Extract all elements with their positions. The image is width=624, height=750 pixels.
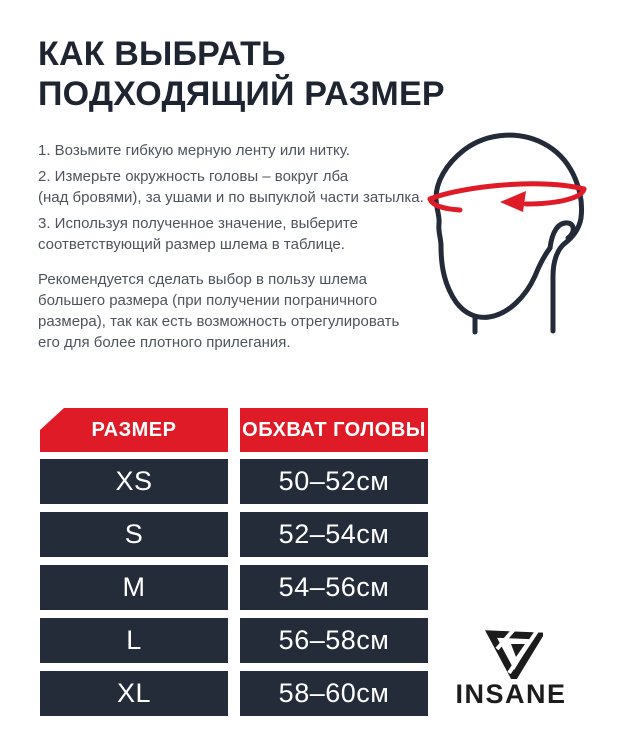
size-table-header: РАЗМЕР ОБХВАТ ГОЛОВЫ <box>40 408 428 452</box>
head-outline <box>433 132 585 335</box>
cell-size: L <box>40 618 228 663</box>
instruction-step-1: 1. Возьмите гибкую мерную ленту или нитк… <box>38 142 350 159</box>
cell-size: XL <box>40 671 228 716</box>
cell-size: S <box>40 512 228 557</box>
insane-logo-wordmark: INSANE <box>455 679 567 709</box>
cell-range: 58–60см <box>240 671 428 716</box>
cell-range: 56–58см <box>240 618 428 663</box>
header-cell-size: РАЗМЕР <box>40 408 228 452</box>
page-title-line1: КАК ВЫБРАТЬ <box>38 35 286 73</box>
cell-size: XS <box>40 459 228 504</box>
instruction-step-2: 2. Измерьте окружность головы – вокруг л… <box>38 168 424 206</box>
table-row: XL 58–60см <box>40 671 428 716</box>
instruction-step-3: 3. Используя полученное значение, выбери… <box>38 215 358 253</box>
measure-arrow <box>427 181 587 213</box>
table-row: M 54–56см <box>40 565 428 610</box>
cell-size: M <box>40 565 228 610</box>
instructions: 1. Возьмите гибкую мерную ленту или нитк… <box>38 140 468 353</box>
table-row: XS 50–52см <box>40 459 428 504</box>
page-title-line2: ПОДХОДЯЩИЙ РАЗМЕР <box>38 75 445 113</box>
table-row: S 52–54см <box>40 512 428 557</box>
header-cell-circumference: ОБХВАТ ГОЛОВЫ <box>240 408 428 452</box>
insane-logo-icon <box>485 629 543 679</box>
table-row: L 56–58см <box>40 618 428 663</box>
cell-range: 52–54см <box>240 512 428 557</box>
cell-range: 54–56см <box>240 565 428 610</box>
size-table: РАЗМЕР ОБХВАТ ГОЛОВЫ XS 50–52см S 52–54с… <box>40 408 428 724</box>
recommendation-note: Рекомендуется сделать выбор в пользу шле… <box>38 271 400 351</box>
cell-range: 50–52см <box>240 459 428 504</box>
head-measurement-illustration <box>427 132 587 335</box>
page-title: КАК ВЫБРАТЬ ПОДХОДЯЩИЙ РАЗМЕР <box>38 34 445 114</box>
